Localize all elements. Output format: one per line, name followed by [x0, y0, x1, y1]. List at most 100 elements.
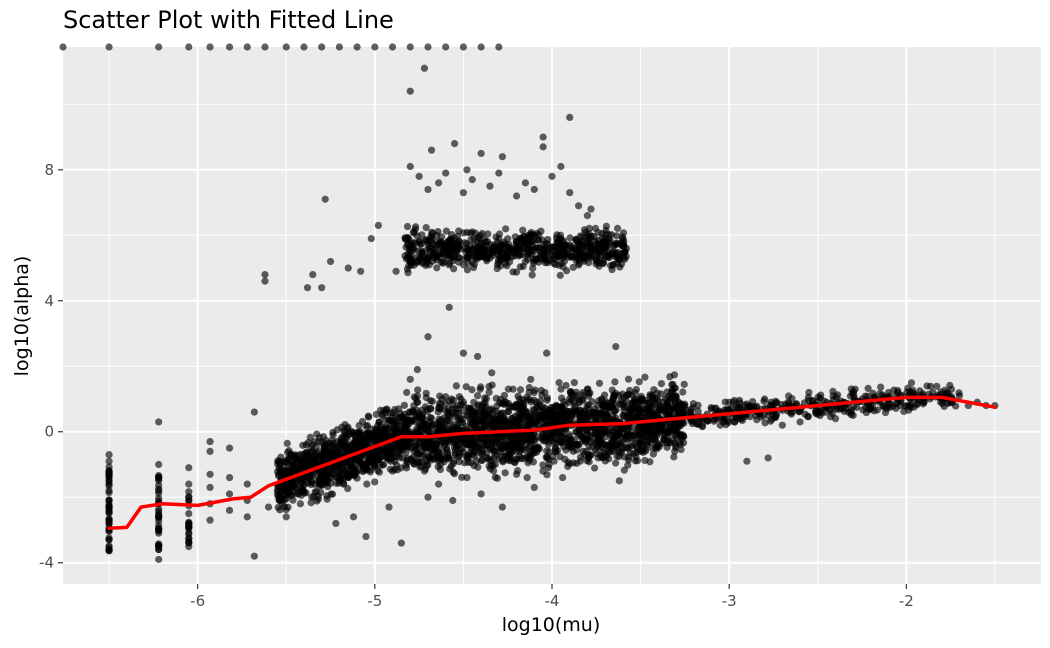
scatter-point — [566, 398, 574, 406]
scatter-point — [716, 421, 724, 429]
scatter-point — [598, 248, 606, 256]
scatter-point — [435, 480, 443, 488]
scatter-point — [225, 43, 234, 51]
scatter-point — [619, 234, 627, 243]
scatter-point — [369, 458, 377, 467]
scatter-point — [105, 516, 113, 524]
scatter-point — [599, 259, 608, 267]
scatter-point — [947, 385, 956, 393]
scatter-point — [155, 481, 163, 490]
scatter-point — [353, 43, 361, 51]
scatter-point — [574, 202, 583, 210]
scatter-point — [185, 493, 193, 501]
scatter-point — [412, 395, 420, 403]
scatter-point — [624, 444, 632, 452]
scatter-point — [849, 411, 857, 419]
scatter-point — [735, 396, 744, 404]
scatter-point — [525, 388, 533, 397]
scatter-point — [463, 166, 471, 174]
scatter-point — [613, 452, 621, 460]
scatter-point — [300, 43, 308, 51]
scatter-point — [299, 441, 307, 449]
scatter-point — [307, 480, 315, 489]
scatter-point — [725, 398, 733, 406]
scatter-point — [261, 43, 269, 51]
scatter-point — [449, 468, 457, 476]
scatter-point — [408, 456, 416, 465]
scatter-point — [424, 333, 432, 341]
scatter-point — [415, 172, 423, 180]
scatter-point — [388, 43, 397, 51]
scatter-point — [459, 229, 467, 237]
scatter-point — [309, 270, 317, 279]
scatter-point — [679, 388, 687, 396]
scatter-point — [601, 238, 609, 246]
scatter-point — [649, 450, 657, 458]
scatter-point — [225, 444, 234, 452]
scatter-point — [559, 437, 567, 446]
scatter-point — [509, 385, 517, 393]
scatter-point — [530, 185, 538, 194]
scatter-point — [312, 487, 320, 496]
scatter-point — [672, 431, 680, 439]
scatter-point — [403, 265, 412, 273]
scatter-point — [327, 490, 335, 498]
scatter-point — [495, 43, 503, 51]
scatter-point — [778, 421, 786, 429]
scatter-point — [652, 400, 660, 408]
scatter-point — [492, 394, 500, 402]
scatter-point — [648, 409, 656, 418]
scatter-point — [531, 446, 539, 454]
scatter-point — [620, 426, 628, 434]
scatter-point — [556, 453, 564, 461]
scatter-point — [694, 407, 702, 415]
scatter-point — [346, 458, 354, 467]
scatter-point — [325, 439, 334, 448]
scatter-point — [583, 212, 592, 220]
scatter-point — [516, 452, 524, 460]
scatter-point — [539, 467, 547, 475]
scatter-point — [593, 253, 601, 261]
scatter-point — [569, 263, 577, 271]
scatter-point — [588, 443, 596, 451]
y-tick-label: 4 — [44, 292, 54, 310]
scatter-point — [206, 483, 214, 492]
x-axis-label: log10(mu) — [501, 614, 601, 636]
scatter-point — [320, 470, 328, 478]
scatter-point — [353, 436, 361, 445]
scatter-point — [498, 438, 506, 446]
scatter-point — [282, 513, 290, 521]
scatter-point — [473, 352, 482, 361]
scatter-point — [442, 169, 450, 177]
scatter-point — [512, 268, 521, 276]
scatter-point — [548, 408, 556, 416]
scatter-point — [402, 418, 411, 426]
scatter-point — [381, 426, 389, 434]
scatter-point — [826, 405, 835, 413]
scatter-point — [927, 382, 935, 391]
scatter-point — [521, 257, 530, 266]
scatter-point — [206, 43, 214, 51]
scatter-point — [417, 415, 425, 423]
scatter-point — [185, 510, 193, 518]
scatter-point — [365, 413, 373, 421]
scatter-point — [635, 378, 643, 386]
scatter-point — [105, 536, 113, 544]
scatter-point — [532, 398, 541, 406]
scatter-point — [584, 450, 592, 458]
scatter-point — [480, 251, 489, 259]
scatter-point — [495, 234, 503, 243]
scatter-point — [648, 444, 656, 452]
scatter-point — [530, 483, 538, 492]
scatter-point — [796, 418, 804, 426]
scatter-point — [543, 349, 551, 357]
scatter-point — [876, 389, 884, 398]
scatter-point — [456, 434, 464, 442]
scatter-point — [449, 396, 458, 404]
scatter-point — [764, 412, 772, 420]
scatter-point — [539, 133, 547, 141]
scatter-point — [442, 454, 450, 462]
scatter-point — [552, 243, 560, 251]
scatter-point — [613, 232, 621, 240]
scatter-point — [767, 398, 775, 406]
